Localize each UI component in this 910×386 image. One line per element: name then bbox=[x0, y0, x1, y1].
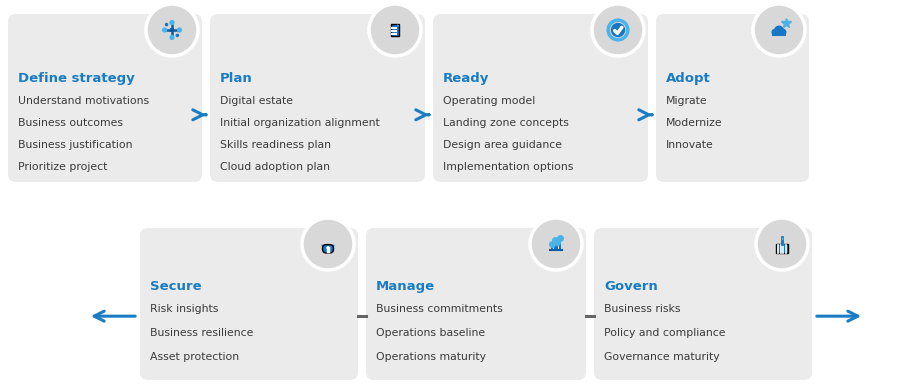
Text: Governance maturity: Governance maturity bbox=[604, 352, 720, 362]
Text: Design area guidance: Design area guidance bbox=[443, 140, 562, 150]
Circle shape bbox=[530, 218, 582, 270]
Circle shape bbox=[162, 27, 167, 33]
Text: Initial organization alignment: Initial organization alignment bbox=[220, 118, 379, 128]
Text: Operations baseline: Operations baseline bbox=[376, 328, 485, 338]
Text: Implementation options: Implementation options bbox=[443, 162, 573, 172]
Text: Operating model: Operating model bbox=[443, 96, 535, 106]
Circle shape bbox=[165, 23, 168, 26]
Text: Modernize: Modernize bbox=[666, 118, 723, 128]
FancyBboxPatch shape bbox=[656, 14, 809, 182]
Text: Business outcomes: Business outcomes bbox=[18, 118, 123, 128]
Circle shape bbox=[302, 218, 354, 270]
Text: Cloud adoption plan: Cloud adoption plan bbox=[220, 162, 330, 172]
Text: Asset protection: Asset protection bbox=[150, 352, 239, 362]
FancyBboxPatch shape bbox=[210, 14, 425, 182]
Circle shape bbox=[592, 4, 644, 56]
Text: Business commitments: Business commitments bbox=[376, 304, 502, 314]
Text: Business justification: Business justification bbox=[18, 140, 133, 150]
Text: Secure: Secure bbox=[150, 280, 202, 293]
Text: Adopt: Adopt bbox=[666, 72, 711, 85]
Circle shape bbox=[146, 4, 198, 56]
Text: Manage: Manage bbox=[376, 280, 435, 293]
Text: Policy and compliance: Policy and compliance bbox=[604, 328, 725, 338]
Circle shape bbox=[369, 4, 421, 56]
Text: Business resilience: Business resilience bbox=[150, 328, 253, 338]
Text: Landing zone concepts: Landing zone concepts bbox=[443, 118, 569, 128]
Text: Understand motivations: Understand motivations bbox=[18, 96, 149, 106]
Circle shape bbox=[611, 23, 625, 37]
Circle shape bbox=[756, 218, 808, 270]
Circle shape bbox=[753, 4, 805, 56]
Text: Prioritize project: Prioritize project bbox=[18, 162, 107, 172]
Bar bbox=[551, 245, 553, 250]
Polygon shape bbox=[397, 24, 399, 26]
Circle shape bbox=[327, 246, 329, 249]
FancyBboxPatch shape bbox=[390, 24, 399, 36]
Text: Operations maturity: Operations maturity bbox=[376, 352, 486, 362]
FancyBboxPatch shape bbox=[776, 244, 788, 253]
FancyBboxPatch shape bbox=[8, 14, 202, 182]
Text: Plan: Plan bbox=[220, 72, 253, 85]
Bar bbox=[559, 239, 561, 250]
FancyBboxPatch shape bbox=[140, 228, 358, 380]
Polygon shape bbox=[782, 237, 784, 240]
Circle shape bbox=[169, 35, 175, 40]
Text: Migrate: Migrate bbox=[666, 96, 708, 106]
Bar bbox=[556, 243, 558, 250]
Text: Digital estate: Digital estate bbox=[220, 96, 293, 106]
Text: Ready: Ready bbox=[443, 72, 490, 85]
Wedge shape bbox=[778, 244, 786, 248]
FancyBboxPatch shape bbox=[594, 228, 812, 380]
Circle shape bbox=[176, 34, 179, 37]
Circle shape bbox=[779, 29, 786, 36]
Circle shape bbox=[772, 29, 778, 36]
FancyBboxPatch shape bbox=[433, 14, 648, 182]
Text: Govern: Govern bbox=[604, 280, 658, 293]
Text: Risk insights: Risk insights bbox=[150, 304, 218, 314]
Circle shape bbox=[169, 20, 175, 25]
Circle shape bbox=[177, 27, 182, 33]
Bar bbox=[553, 241, 555, 250]
Text: Skills readiness plan: Skills readiness plan bbox=[220, 140, 331, 150]
Bar bbox=[170, 28, 174, 32]
Text: Define strategy: Define strategy bbox=[18, 72, 135, 85]
Bar bbox=[772, 32, 786, 36]
Text: Business risks: Business risks bbox=[604, 304, 681, 314]
Text: Innovate: Innovate bbox=[666, 140, 713, 150]
FancyBboxPatch shape bbox=[366, 228, 586, 380]
FancyBboxPatch shape bbox=[322, 245, 334, 253]
Circle shape bbox=[774, 25, 784, 36]
